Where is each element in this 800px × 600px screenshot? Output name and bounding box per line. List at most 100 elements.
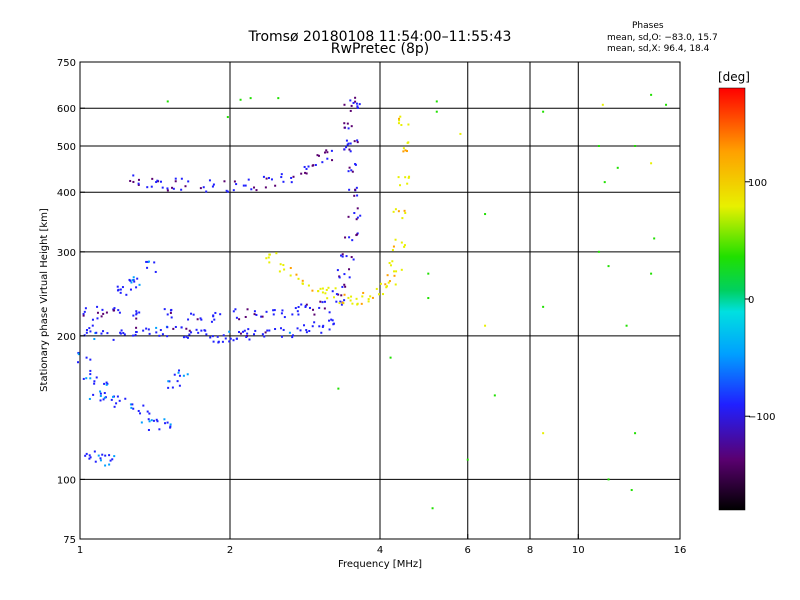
scatter-point: [129, 179, 132, 182]
scatter-point: [338, 275, 341, 278]
scatter-point: [394, 208, 397, 211]
scatter-point: [239, 332, 242, 335]
scatter-point: [247, 328, 250, 331]
scatter-point: [238, 318, 241, 321]
scatter-point: [119, 291, 122, 294]
scatter-point: [249, 97, 252, 100]
scatter-point: [158, 428, 161, 431]
colorbar-label: [deg]: [718, 70, 750, 84]
scatter-point: [85, 377, 88, 380]
scatter-point: [356, 141, 359, 144]
scatter-point: [93, 338, 96, 341]
scatter-point: [262, 175, 265, 178]
scatter-point: [91, 324, 94, 327]
scatter-point: [163, 308, 166, 311]
scatter-point: [177, 371, 180, 374]
scatter-point: [146, 410, 149, 413]
scatter-point: [325, 149, 328, 152]
scatter-point: [174, 177, 177, 180]
scatter-point: [354, 163, 357, 166]
scatter-point: [406, 182, 409, 185]
scatter-point: [137, 178, 140, 181]
scatter-point: [347, 127, 350, 130]
scatter-point: [265, 177, 268, 180]
scatter-point: [320, 331, 323, 334]
scatter-point: [650, 162, 653, 165]
scatter-point: [382, 293, 385, 296]
scatter-point: [402, 150, 405, 153]
chart-title: Tromsø 20180108 11:54:00–11:55:43: [248, 29, 512, 45]
scatter-point: [255, 313, 258, 316]
scatter-point: [356, 303, 359, 306]
scatter-point: [232, 189, 235, 192]
scatter-point: [326, 151, 329, 154]
scatter-point: [160, 180, 163, 183]
scatter-point: [163, 418, 166, 421]
scatter-point: [135, 310, 138, 313]
scatter-point: [340, 294, 343, 297]
scatter-point: [343, 299, 346, 302]
scatter-point: [180, 188, 183, 191]
scatter-point: [132, 407, 135, 410]
scatter-point: [352, 258, 355, 261]
scatter-point: [155, 326, 158, 329]
scatter-point: [242, 330, 245, 333]
scatter-point: [341, 285, 344, 288]
scatter-point: [167, 386, 170, 389]
scatter-point: [352, 101, 355, 104]
scatter-point: [171, 186, 174, 189]
scatter-point: [118, 399, 121, 402]
scatter-point: [228, 330, 231, 333]
scatter-point: [267, 176, 270, 179]
scatter-point: [211, 185, 214, 188]
scatter-point: [82, 313, 85, 316]
scatter-point: [211, 335, 214, 338]
y-tick-label: 300: [57, 248, 76, 259]
scatter-point: [170, 308, 173, 311]
scatter-point: [348, 268, 351, 271]
scatter-point: [318, 306, 321, 309]
scatter-point: [232, 339, 235, 342]
scatter-point: [142, 404, 145, 407]
scatter-point: [397, 210, 400, 213]
scatter-point: [103, 396, 106, 399]
scatter-point: [319, 300, 322, 303]
scatter-point: [317, 154, 320, 157]
scatter-point: [245, 334, 248, 337]
scatter-point: [158, 334, 161, 337]
x-tick-label: 2: [227, 545, 233, 556]
scatter-point: [301, 279, 304, 282]
scatter-point: [283, 316, 286, 319]
scatter-point: [233, 180, 236, 183]
scatter-point: [112, 395, 115, 398]
scatter-point: [279, 263, 282, 266]
scatter-point: [150, 185, 153, 188]
scatter-point: [142, 329, 145, 332]
scatter-point: [328, 328, 331, 331]
scatter-point: [222, 334, 225, 337]
scatter-point: [235, 337, 238, 340]
scatter-point: [607, 265, 610, 268]
data-points: [77, 93, 668, 510]
scatter-point: [351, 170, 354, 173]
scatter-point: [350, 125, 353, 128]
scatter-point: [296, 310, 299, 313]
scatter-point: [216, 335, 219, 338]
scatter-point: [493, 394, 496, 397]
scatter-point: [108, 463, 111, 466]
scatter-point: [305, 172, 308, 175]
scatter-point: [343, 273, 346, 276]
scatter-point: [261, 315, 264, 318]
scatter-point: [349, 109, 352, 112]
scatter-point: [84, 454, 87, 457]
scatter-point: [161, 333, 164, 336]
scatter-point: [166, 187, 169, 190]
scatter-point: [297, 313, 300, 316]
scatter-point: [228, 340, 231, 343]
scatter-point: [391, 249, 394, 252]
x-tick-label: 1: [77, 545, 83, 556]
scatter-point: [313, 321, 316, 324]
scatter-point: [292, 175, 295, 178]
scatter-point: [395, 270, 398, 273]
scatter-point: [159, 329, 162, 332]
